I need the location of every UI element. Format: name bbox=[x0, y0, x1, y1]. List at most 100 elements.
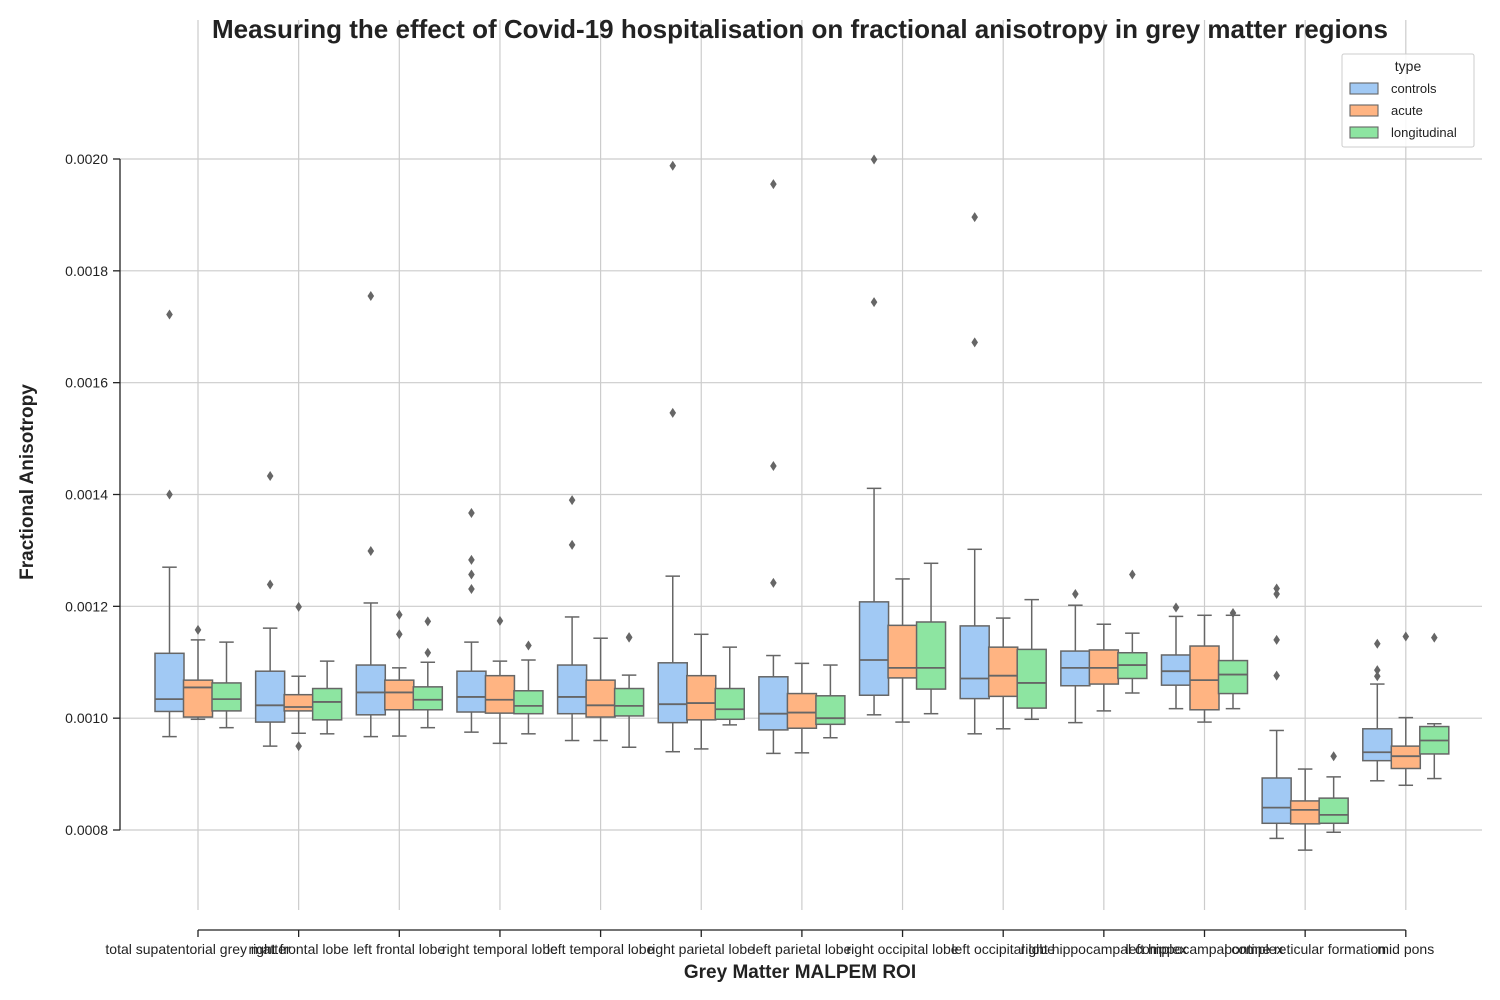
outlier-point bbox=[1330, 751, 1337, 762]
iqr-box bbox=[887, 624, 918, 679]
box-controls bbox=[254, 471, 286, 747]
iqr-box bbox=[311, 687, 343, 721]
box-longitudinal bbox=[815, 664, 846, 739]
outlier-point bbox=[266, 471, 274, 482]
outlier-point bbox=[669, 160, 677, 171]
iqr-box bbox=[283, 693, 314, 712]
outlier-point bbox=[367, 545, 375, 556]
iqr-box bbox=[1390, 745, 1422, 770]
iqr-box bbox=[1362, 728, 1393, 762]
iqr-box bbox=[154, 652, 185, 713]
box-longitudinal bbox=[1016, 598, 1047, 721]
x-tick-label: total supatentorial grey matter bbox=[105, 941, 291, 957]
iqr-box bbox=[412, 686, 444, 711]
legend-label-controls: controls bbox=[1391, 81, 1437, 96]
box-longitudinal bbox=[513, 640, 544, 735]
outlier-point bbox=[625, 632, 633, 643]
x-tick-label: pontine reticular formation bbox=[1224, 941, 1386, 957]
box-controls bbox=[154, 309, 185, 738]
box-longitudinal bbox=[311, 660, 343, 735]
outlier-point bbox=[194, 624, 202, 635]
outlier-point bbox=[266, 579, 274, 590]
x-tick-label: right parietal lobe bbox=[648, 941, 756, 957]
box-acute bbox=[484, 615, 516, 745]
iqr-box bbox=[182, 679, 214, 718]
iqr-box bbox=[556, 664, 588, 715]
outlier-point bbox=[870, 154, 878, 165]
x-tick-label: left parietal lobe bbox=[752, 941, 851, 957]
box-controls bbox=[456, 507, 487, 733]
outlier-point bbox=[1172, 602, 1180, 613]
outlier-point bbox=[468, 507, 475, 518]
box-longitudinal bbox=[915, 562, 947, 715]
y-tick-label: 0.0010 bbox=[65, 710, 108, 726]
outlier-point bbox=[525, 640, 532, 651]
x-tick-label: right temporal lobe bbox=[442, 941, 558, 957]
iqr-box bbox=[1289, 800, 1321, 825]
legend-swatch-controls bbox=[1349, 82, 1379, 95]
outlier-point bbox=[971, 337, 978, 348]
outlier-point bbox=[1374, 665, 1381, 676]
outlier-point bbox=[166, 489, 173, 500]
box-acute bbox=[1289, 768, 1321, 851]
box-acute bbox=[1390, 631, 1422, 787]
box-controls bbox=[1060, 589, 1091, 724]
box-controls bbox=[657, 160, 688, 753]
outlier-point bbox=[166, 309, 173, 320]
outlier-point bbox=[1374, 671, 1381, 682]
x-tick-label: right frontal lobe bbox=[248, 941, 349, 957]
outlier-point bbox=[295, 601, 302, 612]
x-tick-label: mid pons bbox=[1377, 941, 1434, 957]
outlier-point bbox=[1129, 569, 1136, 580]
grid-lines bbox=[120, 20, 1482, 910]
outlier-point bbox=[1273, 589, 1280, 600]
iqr-box bbox=[613, 687, 645, 717]
legend-frame bbox=[1341, 53, 1475, 148]
box-controls bbox=[1160, 602, 1192, 710]
iqr-box bbox=[758, 676, 789, 731]
iqr-box bbox=[355, 664, 387, 716]
outlier-point bbox=[1273, 670, 1280, 681]
box-acute bbox=[887, 578, 918, 723]
outlier-point bbox=[1072, 589, 1079, 600]
box-controls bbox=[758, 179, 789, 755]
iqr-box bbox=[484, 674, 516, 714]
box-controls bbox=[1261, 583, 1292, 840]
box-acute bbox=[987, 617, 1019, 730]
outlier-point bbox=[1229, 608, 1237, 619]
box-acute bbox=[283, 601, 314, 752]
box-longitudinal bbox=[1117, 569, 1148, 694]
box-controls bbox=[1362, 638, 1393, 782]
iqr-box bbox=[686, 674, 717, 721]
iqr-box bbox=[815, 695, 846, 726]
outlier-point bbox=[367, 290, 375, 301]
outlier-point bbox=[770, 179, 777, 190]
outlier-point bbox=[1273, 583, 1280, 594]
y-tick-label: 0.0018 bbox=[65, 263, 108, 279]
iqr-box bbox=[1318, 797, 1349, 825]
x-tick-label: left occipital lobe bbox=[951, 941, 1055, 957]
legend-label-acute: acute bbox=[1391, 103, 1423, 118]
x-axis-label: Grey Matter MALPEM ROI bbox=[684, 962, 916, 983]
outlier-point bbox=[1374, 638, 1381, 649]
box-controls bbox=[858, 154, 890, 716]
outlier-point bbox=[424, 616, 432, 627]
iqr-box bbox=[1016, 648, 1047, 709]
outlier-point bbox=[496, 615, 504, 626]
iqr-box bbox=[1217, 659, 1249, 695]
legend: type controls acute longitudinal bbox=[1341, 53, 1475, 148]
iqr-box bbox=[585, 679, 616, 718]
chart-title: Measuring the effect of Covid-19 hospita… bbox=[212, 14, 1388, 44]
y-tick-label: 0.0012 bbox=[65, 598, 108, 614]
box-acute bbox=[585, 637, 616, 742]
iqr-box bbox=[456, 670, 487, 713]
box-longitudinal bbox=[613, 632, 645, 748]
legend-label-longitudinal: longitudinal bbox=[1391, 125, 1457, 140]
legend-swatch-longitudinal bbox=[1349, 126, 1379, 139]
box-acute bbox=[1088, 623, 1120, 712]
y-tick-label: 0.0016 bbox=[65, 375, 108, 391]
outlier-point bbox=[971, 212, 978, 223]
iqr-box bbox=[915, 621, 947, 690]
outlier-point bbox=[568, 539, 576, 550]
